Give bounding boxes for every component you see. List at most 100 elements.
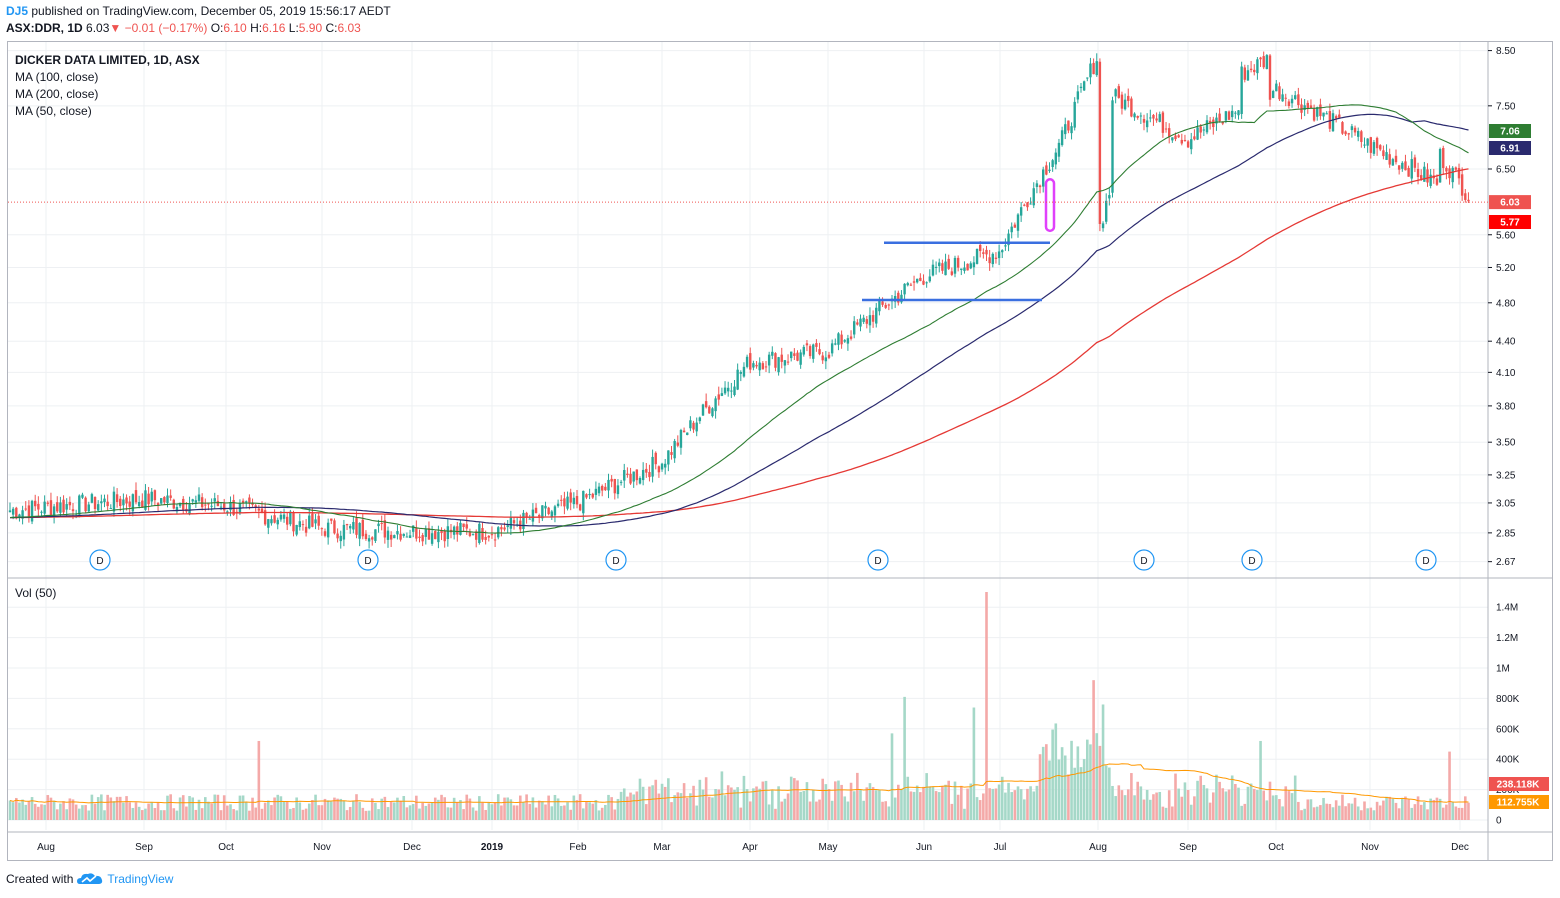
candle-body: [106, 501, 109, 507]
candle-body: [805, 343, 809, 346]
volume-bar: [484, 809, 487, 820]
candle-body: [1064, 124, 1067, 135]
candle-body: [500, 527, 503, 530]
tradingview-brand[interactable]: TradingView: [107, 872, 174, 886]
volume-bar: [1004, 792, 1007, 820]
volume-bar: [377, 809, 380, 820]
volume-bar: [52, 800, 56, 820]
candle-body: [764, 366, 768, 368]
candle-body: [752, 363, 755, 368]
candle-body: [141, 500, 144, 508]
candle-body: [1089, 63, 1092, 78]
ma100-tag-text: 6.91: [1500, 144, 1520, 155]
volume-bar: [915, 785, 919, 820]
volume-bar: [1423, 802, 1426, 820]
volume-bar: [178, 797, 182, 820]
volume-axis-label: 1M: [1496, 664, 1510, 675]
time-axis-label: Nov: [313, 842, 331, 853]
volume-bar: [1322, 797, 1325, 820]
volume-bar: [40, 804, 43, 820]
candle-body: [1007, 233, 1010, 246]
time-axis-label: Sep: [1179, 842, 1197, 853]
volume-bar: [402, 796, 406, 820]
volume-bar: [1325, 803, 1328, 820]
candle-body: [645, 468, 648, 473]
candle-body: [304, 526, 308, 533]
candle-body: [1316, 107, 1319, 117]
created-with-label: Created with: [6, 872, 74, 886]
candle-body: [440, 530, 443, 534]
volume-bar: [21, 799, 24, 820]
candle-body: [112, 491, 116, 512]
legend-ma50[interactable]: MA (50, close): [15, 104, 92, 118]
ma200-tag-bg: [1489, 215, 1531, 229]
volume-bar: [638, 778, 642, 820]
candle-body: [1227, 111, 1231, 120]
candle-body: [56, 502, 59, 512]
volume-bar: [323, 798, 327, 820]
candle-body: [443, 530, 446, 542]
candle-body: [1057, 142, 1061, 157]
price-axis-label: 8.50: [1496, 46, 1516, 57]
dividend-circle: [89, 549, 111, 571]
candle-body: [1391, 159, 1395, 166]
candle-body: [1177, 135, 1180, 138]
candle-body: [71, 509, 75, 512]
candle-body: [1375, 137, 1379, 149]
last-price-tag-text: 6.03: [1500, 198, 1520, 209]
legend-ma100[interactable]: MA (100, close): [15, 70, 99, 84]
volume-bar: [141, 810, 144, 820]
candle-body: [37, 503, 40, 510]
candle-body: [497, 527, 500, 538]
candle-body: [191, 499, 194, 502]
volume-bar: [919, 792, 922, 820]
candle-body: [988, 257, 991, 264]
volume-bar: [944, 784, 947, 820]
volume-bar: [663, 786, 667, 820]
ma50-tag: 7.06: [1489, 124, 1531, 138]
volume-bar: [786, 793, 790, 820]
legend-ma200[interactable]: MA (200, close): [15, 87, 99, 101]
candle-body: [761, 363, 765, 370]
volume-bar: [1155, 792, 1158, 820]
volume-bar: [1256, 790, 1259, 820]
candle-body: [1240, 66, 1243, 114]
volume-bar: [903, 696, 906, 820]
volume-bar: [1265, 800, 1269, 820]
candle-body: [1127, 95, 1130, 101]
candle-body: [1092, 62, 1095, 75]
volume-bar: [490, 804, 494, 820]
candles: [8, 51, 1470, 549]
volume-bar: [575, 800, 579, 820]
candle-body: [339, 535, 342, 542]
author-link[interactable]: DJ5: [6, 4, 29, 18]
price-axis-label: 5.20: [1496, 263, 1516, 274]
candle-body: [865, 319, 868, 324]
volume-bar: [525, 794, 528, 820]
legend-volume[interactable]: Vol (50): [15, 586, 57, 600]
volume-bar: [1382, 800, 1385, 820]
volume-bar: [1208, 802, 1212, 820]
volume-bar: [689, 793, 692, 820]
candle-body: [166, 495, 169, 503]
candle-body: [358, 523, 361, 539]
candle-body: [1218, 113, 1221, 122]
volume-bar: [169, 794, 172, 820]
candle-body: [1101, 223, 1105, 229]
volume-bar: [408, 805, 412, 820]
candle-body: [991, 253, 994, 265]
volume-bar: [695, 805, 698, 820]
volume-bar: [534, 807, 538, 820]
candle-body: [97, 504, 100, 511]
candle-body: [1410, 159, 1413, 179]
candle-body: [352, 522, 355, 530]
volume-bar: [1136, 781, 1139, 820]
volume-bar: [1413, 804, 1417, 820]
candle-body: [730, 390, 733, 392]
volume-bar: [682, 783, 686, 820]
change-arrow-icon: ▼: [109, 21, 122, 35]
candle-body: [437, 531, 440, 543]
volume-bar: [1319, 805, 1322, 820]
volume-bar: [629, 792, 632, 820]
